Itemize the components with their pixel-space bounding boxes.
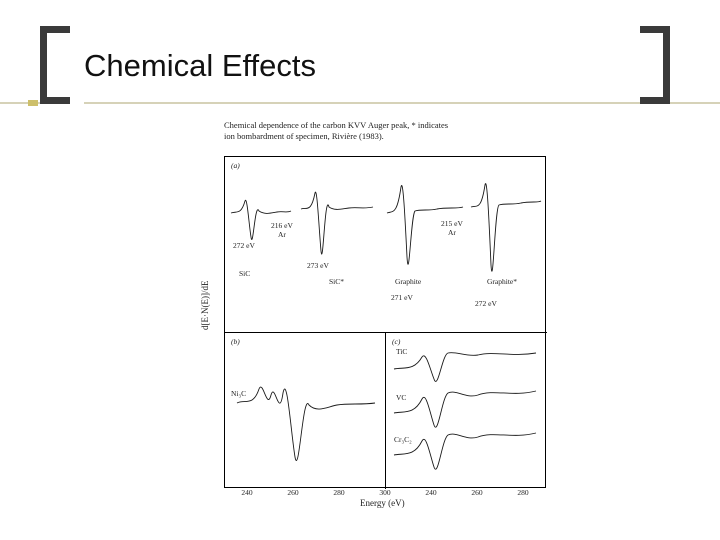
- compound-label: TiC: [396, 347, 407, 356]
- caption-line-2: ion bombardment of specimen, Rivière (19…: [224, 131, 384, 141]
- xtick: 280: [316, 488, 362, 497]
- xtick: 300: [362, 488, 408, 497]
- spectrum-b: [225, 333, 385, 489]
- compound-label: Ni₃C: [231, 389, 246, 398]
- title-accent: [28, 100, 38, 106]
- y-axis-label: d[E·N(E)]/dE: [200, 281, 210, 330]
- peak-label: 272 eV: [233, 241, 255, 250]
- xtick: 280: [500, 488, 546, 497]
- ar-label: 216 eV Ar: [271, 221, 293, 239]
- compound-label: SiC: [239, 269, 250, 278]
- xtick: 240: [224, 488, 270, 497]
- panel-c: (c) TiC VC Cr₃C₂: [385, 333, 547, 489]
- compound-label: SiC*: [329, 277, 344, 286]
- spectra-a: [225, 157, 547, 333]
- title-bracket-right: [640, 26, 670, 104]
- page-title: Chemical Effects: [84, 48, 316, 84]
- figure-caption: Chemical dependence of the carbon KVV Au…: [180, 120, 560, 143]
- spectra-c: [386, 333, 548, 489]
- compound-label: VC: [396, 393, 406, 402]
- caption-line-1: Chemical dependence of the carbon KVV Au…: [224, 120, 448, 130]
- compound-label: Cr₃C₂: [394, 435, 412, 444]
- plot-frame: (a) 272 eV SiC 216 eV Ar 273 eV SiC* 271…: [224, 156, 546, 488]
- x-ticks: 240 260 280 300 240 260 280: [224, 488, 546, 497]
- ar-label: 215 eV Ar: [441, 219, 463, 237]
- figure: Chemical dependence of the carbon KVV Au…: [180, 120, 560, 520]
- x-axis-label: Energy (eV): [360, 498, 405, 508]
- compound-label: Graphite*: [487, 277, 517, 286]
- xtick: 240: [408, 488, 454, 497]
- title-rule: [0, 102, 720, 104]
- peak-label: 271 eV: [391, 293, 413, 302]
- title-bracket-left: [40, 26, 70, 104]
- panel-b: (b) Ni₃C: [225, 333, 385, 489]
- xtick: 260: [454, 488, 500, 497]
- compound-label: Graphite: [395, 277, 421, 286]
- xtick: 260: [270, 488, 316, 497]
- peak-label: 273 eV: [307, 261, 329, 270]
- peak-label: 272 eV: [475, 299, 497, 308]
- panel-a: (a) 272 eV SiC 216 eV Ar 273 eV SiC* 271…: [225, 157, 547, 333]
